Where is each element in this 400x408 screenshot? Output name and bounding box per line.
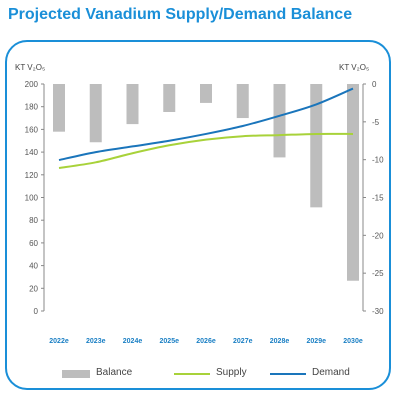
balance-bar [236,84,249,119]
balance-bar [347,84,359,281]
left-tick-label: 80 [29,216,38,225]
right-tick-label: -5 [372,118,380,127]
left-tick-label: 20 [29,284,38,293]
balance-bar [53,84,65,132]
legend-line-demand [270,373,306,375]
left-tick-label: 100 [25,194,39,203]
legend-label-balance: Balance [96,367,133,378]
right-tick-label: -25 [372,269,384,278]
chart-legend: Balance Supply Demand [62,366,372,382]
left-tick-label: 140 [25,148,39,157]
balance-bar [310,84,323,208]
x-tick-label: 2025e [160,338,180,345]
x-tick-label: 2024e [123,338,143,345]
legend-label-supply: Supply [216,367,247,378]
right-tick-label: 0 [372,80,377,89]
left-tick-label: 200 [25,80,39,89]
x-tick-label: 2030e [343,338,363,345]
x-tick-label: 2022e [49,338,69,345]
x-tick-label: 2029e [307,338,327,345]
demand-line [58,87,354,162]
legend-swatch-balance [62,370,90,378]
left-tick-label: 160 [25,125,39,134]
x-tick-label: 2027e [233,338,253,345]
left-tick-label: 180 [25,103,39,112]
legend-line-supply [174,373,210,375]
x-tick-label: 2023e [86,338,106,345]
balance-bar [126,84,139,125]
supply-line [58,132,354,169]
chart-frame [5,40,391,390]
balance-bar [89,84,102,143]
left-tick-label: 0 [34,307,39,316]
right-axis-title: KT V₂O₅ [339,63,369,72]
x-tick-label: 2028e [270,338,290,345]
left-tick-label: 40 [29,262,38,271]
left-tick-label: 120 [25,171,39,180]
left-axis-title: KT V₂O₅ [15,63,45,72]
left-tick-label: 60 [29,239,38,248]
right-tick-label: -10 [372,156,384,165]
right-tick-label: -30 [372,307,384,316]
chart-title: Projected Vanadium Supply/Demand Balance [8,6,353,23]
balance-bar [163,84,176,112]
right-tick-label: -20 [372,231,384,240]
balance-bar [273,84,286,158]
x-tick-label: 2026e [196,338,216,345]
balance-bar [200,84,212,103]
legend-label-demand: Demand [312,367,350,378]
right-tick-label: -15 [372,194,384,203]
